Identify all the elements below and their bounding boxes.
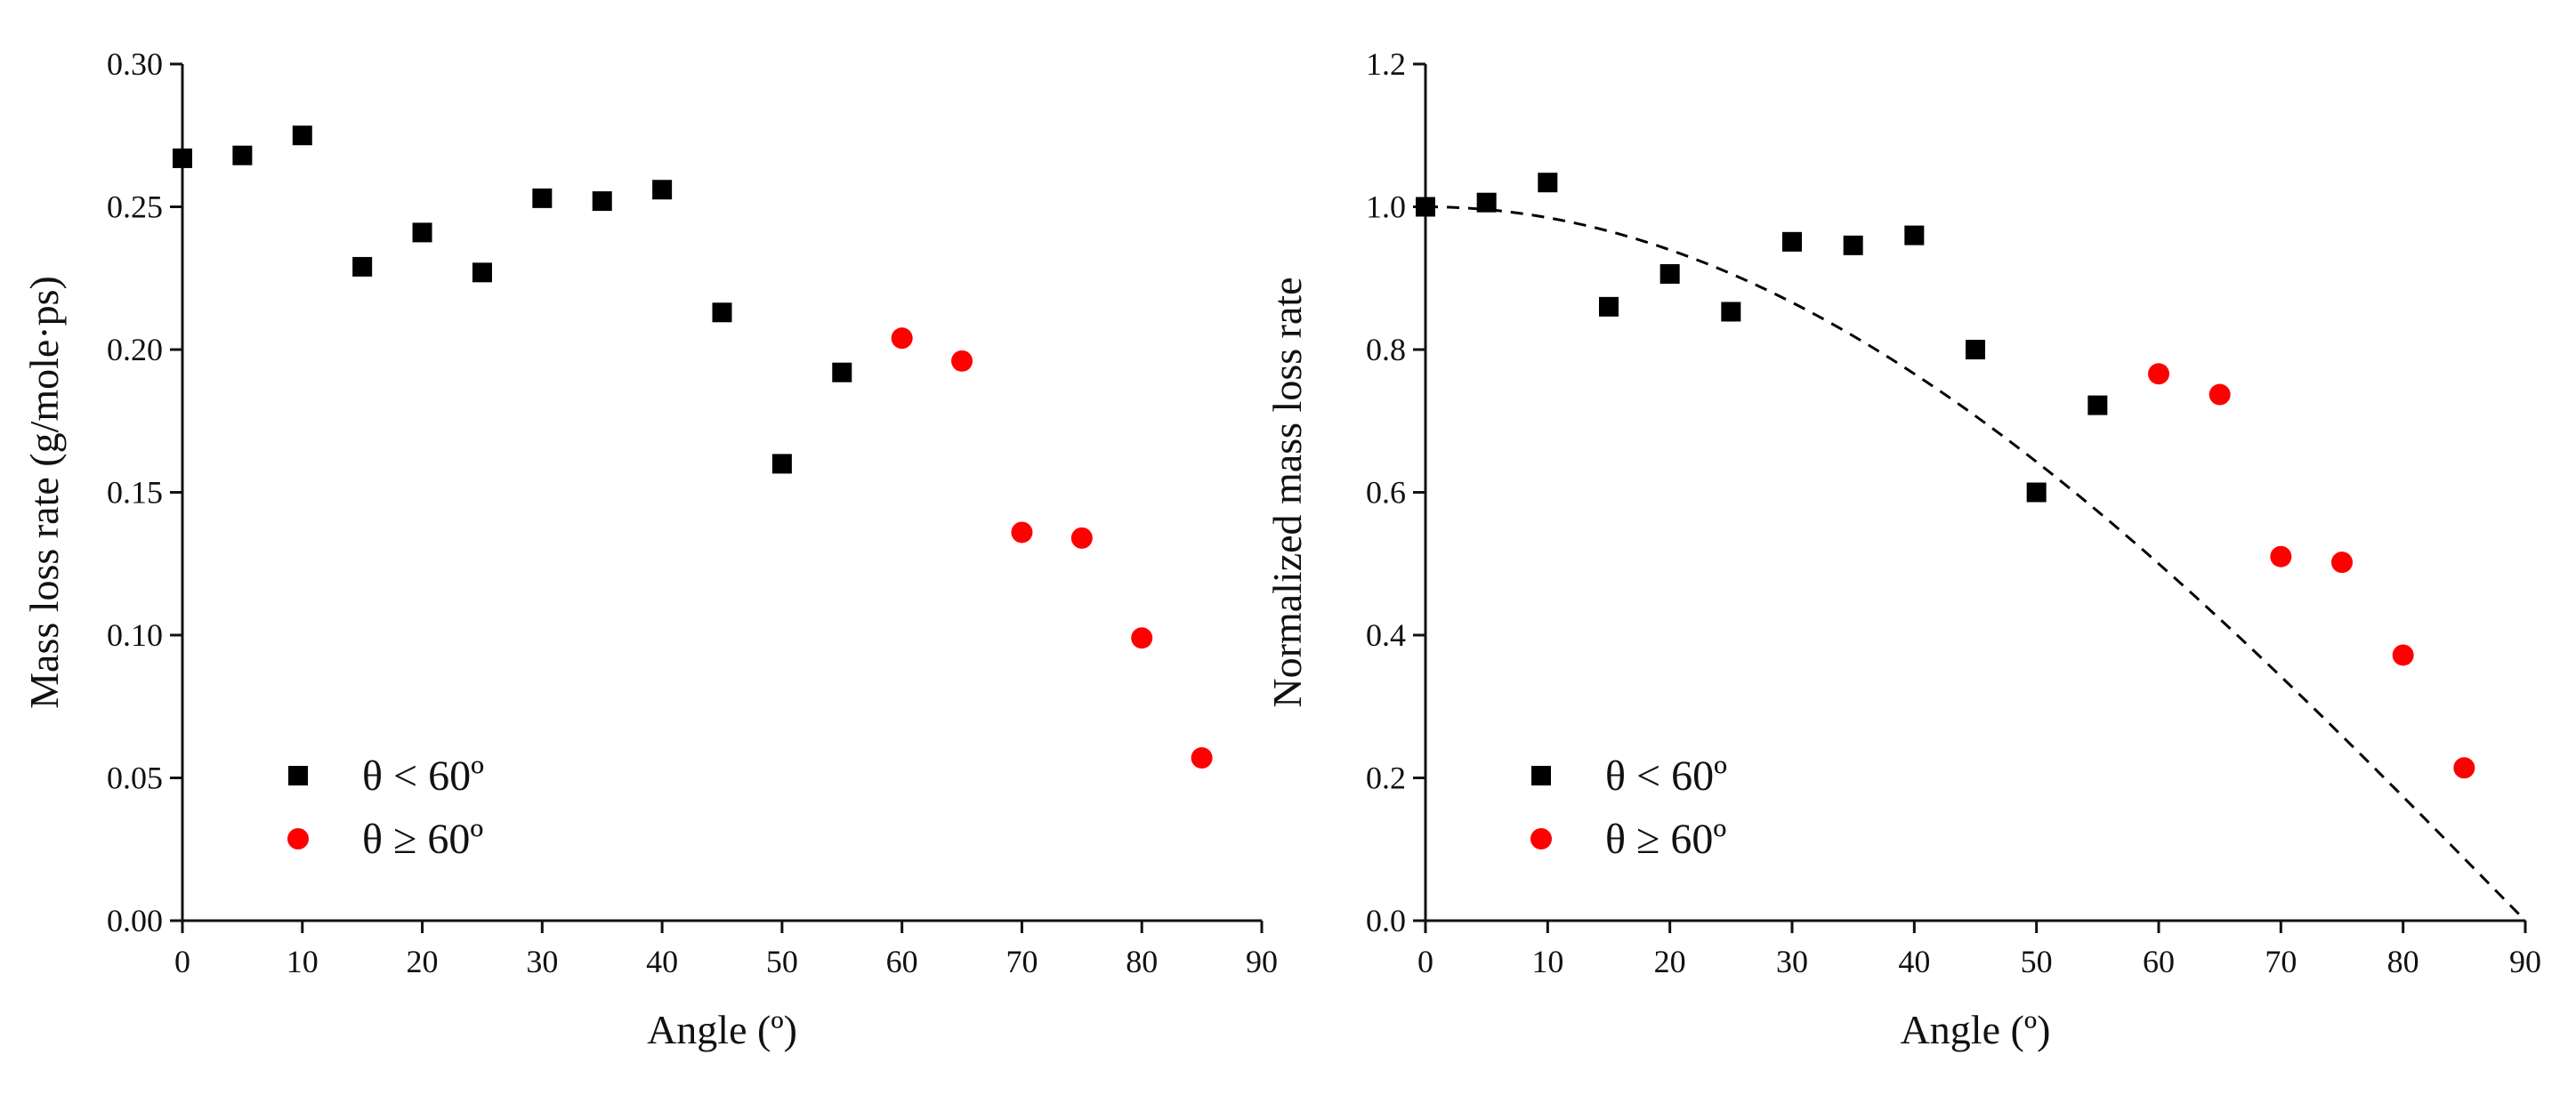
data-point-square (352, 256, 373, 277)
x-tick-label: 0 (174, 944, 190, 979)
x-tick-label: 90 (1246, 944, 1278, 979)
legend: θ < 60º θ ≥ 60º (287, 753, 484, 863)
chart-panel-2: 0 10 20 30 40 50 60 70 80 90 0.0 0.2 0.4 0.6 0.8 1.0 1.2… (1264, 46, 2541, 1052)
x-tick-label: 70 (2265, 944, 2297, 979)
data-point-circle (2331, 552, 2353, 574)
data-point-square (1416, 197, 1435, 217)
y-tick-label: 0.8 (1366, 332, 1406, 367)
data-point-square (173, 148, 192, 168)
y-tick-label: 1.0 (1366, 189, 1406, 225)
legend-marker-circle (287, 828, 309, 849)
data-point-square (832, 362, 852, 382)
legend: θ < 60º θ ≥ 60º (1530, 753, 1727, 863)
y-tick-label: 0.15 (107, 475, 163, 511)
data-point-square (1904, 225, 1925, 246)
x-tick-label: 0 (1417, 944, 1433, 979)
x-axis-title: Angle (º) (1901, 1007, 2051, 1052)
data-point-square (2087, 395, 2108, 415)
data-point-square (532, 188, 553, 208)
x-tick-label: 70 (1005, 944, 1038, 979)
data-point-square (412, 222, 432, 243)
x-tick-label: 50 (766, 944, 798, 979)
y-axis-title: Normalized mass loss rate (1264, 277, 1310, 707)
data-point-square (652, 180, 673, 200)
data-point-circle (2148, 363, 2169, 385)
data-point-circle (951, 350, 973, 372)
x-tick-label: 30 (526, 944, 558, 979)
reference-cosine-curve (1425, 205, 2527, 922)
data-point-square (1782, 231, 1802, 252)
y-tick-label: 0.00 (107, 903, 163, 938)
legend-label: θ ≥ 60º (1605, 816, 1726, 863)
x-tick-label: 40 (646, 944, 678, 979)
series-above-60 (891, 327, 1213, 769)
x-tick-label: 60 (886, 944, 918, 979)
data-point-circle (1191, 747, 1213, 769)
data-point-square (1966, 340, 1985, 359)
series-below-60 (1416, 173, 2108, 503)
legend-label: θ ≥ 60º (362, 816, 483, 863)
data-point-circle (2392, 644, 2414, 666)
data-point-square (1659, 263, 1680, 284)
data-point-circle (2453, 757, 2475, 779)
data-point-square (712, 302, 732, 323)
y-tick-label: 0.2 (1366, 761, 1406, 796)
data-point-square (1476, 192, 1497, 213)
x-tick-label: 50 (2021, 944, 2053, 979)
x-tick-label: 60 (2143, 944, 2175, 979)
data-point-square (232, 145, 253, 165)
data-point-square (1721, 302, 1741, 322)
data-point-circle (1131, 627, 1153, 649)
x-tick-label: 80 (1126, 944, 1158, 979)
x-tick-label: 20 (407, 944, 439, 979)
y-tick-label: 0.20 (107, 332, 163, 367)
series-above-60 (2148, 363, 2475, 779)
y-tick-label: 0.6 (1366, 475, 1406, 511)
y-tick-label: 1.2 (1366, 46, 1406, 82)
data-point-circle (2270, 545, 2292, 568)
data-point-square (472, 262, 492, 283)
data-point-square (1538, 173, 1558, 193)
y-tick-label: 0.0 (1366, 903, 1406, 938)
data-point-square (771, 454, 792, 474)
data-point-circle (1070, 527, 1093, 549)
x-tick-label: 30 (1776, 944, 1808, 979)
legend-label: θ < 60º (362, 753, 484, 800)
legend-marker-square (288, 766, 308, 785)
x-axis-title: Angle (º) (647, 1007, 797, 1052)
x-tick-label: 80 (2387, 944, 2419, 979)
legend-label: θ < 60º (1605, 753, 1727, 800)
y-tick-label: 0.10 (107, 617, 163, 653)
y-tick-label: 0.30 (107, 46, 163, 82)
x-tick-label: 10 (1531, 944, 1563, 979)
legend-marker-square (1531, 766, 1551, 785)
data-point-circle (891, 327, 913, 350)
x-tick-label: 10 (287, 944, 319, 979)
x-tick-label: 40 (1898, 944, 1930, 979)
series-below-60 (173, 125, 852, 474)
chart-panel-1: 0 10 20 30 40 50 60 70 80 90 0.00 0.05 0.10 0.15 0.20 0… (21, 46, 1278, 1052)
data-point-square (2026, 482, 2047, 503)
x-tick-label: 20 (1654, 944, 1686, 979)
y-tick-label: 0.25 (107, 189, 163, 225)
y-axis-title: Mass loss rate (g/mole·ps) (21, 276, 67, 709)
data-point-circle (1011, 521, 1033, 543)
y-tick-label: 0.05 (107, 761, 163, 796)
data-point-square (1599, 296, 1619, 317)
data-point-square (592, 191, 612, 212)
y-tick-label: 0.4 (1366, 617, 1406, 653)
data-point-circle (2209, 383, 2231, 406)
legend-marker-circle (1530, 828, 1552, 849)
data-point-square (292, 125, 312, 146)
x-tick-label: 90 (2509, 944, 2541, 979)
data-point-square (1843, 235, 1863, 255)
